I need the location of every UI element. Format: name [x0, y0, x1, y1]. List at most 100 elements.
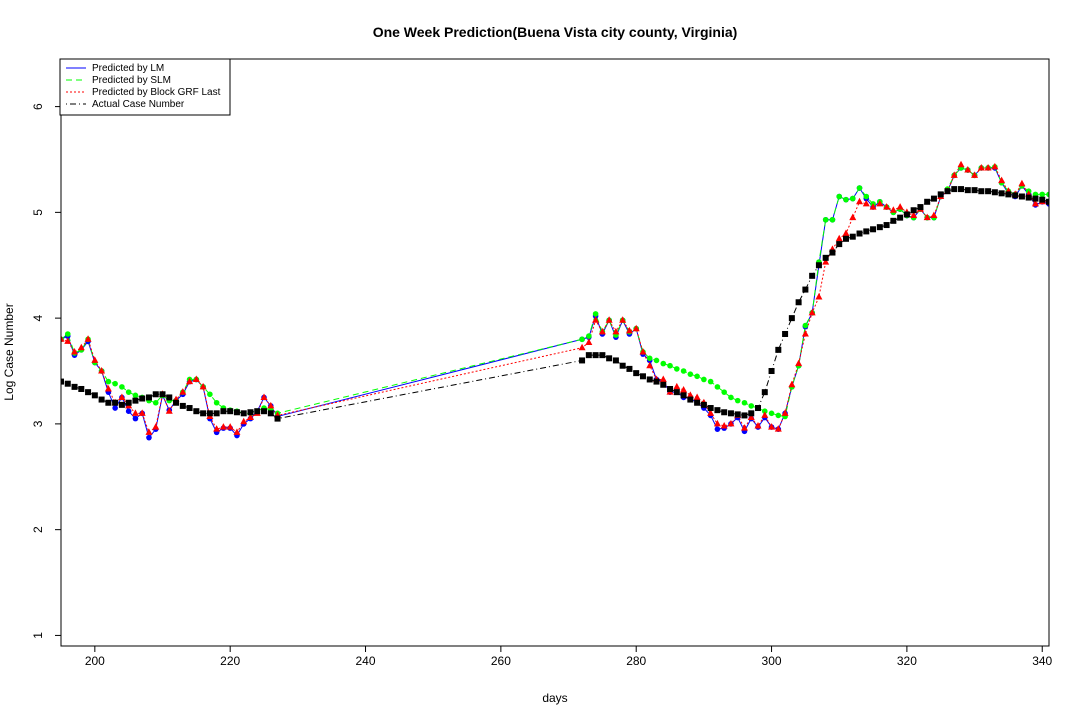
data-point — [71, 347, 79, 355]
data-point — [883, 203, 891, 210]
data-point — [112, 405, 118, 411]
plot-area — [61, 160, 1049, 441]
data-point — [119, 384, 125, 390]
data-point — [213, 410, 220, 417]
data-point — [869, 203, 877, 210]
data-point — [923, 213, 931, 221]
legend-label: Predicted by LM — [92, 63, 164, 74]
data-point — [775, 412, 782, 419]
data-point — [586, 333, 592, 339]
y-tick-label: 5 — [31, 209, 45, 216]
data-point — [964, 166, 972, 173]
data-point — [674, 366, 680, 372]
data-point — [809, 272, 816, 279]
data-point — [660, 360, 667, 367]
data-point — [950, 171, 958, 178]
data-point — [971, 187, 978, 194]
data-point — [815, 262, 822, 269]
data-point — [579, 357, 586, 364]
data-point — [829, 216, 836, 223]
data-point — [721, 389, 727, 395]
data-point — [1032, 195, 1039, 202]
data-point — [782, 330, 789, 337]
data-point — [71, 383, 78, 390]
data-point — [741, 412, 748, 419]
data-point — [822, 216, 829, 223]
data-point — [173, 399, 180, 406]
data-point — [592, 316, 600, 323]
data-point — [903, 211, 910, 218]
data-point — [152, 423, 160, 430]
data-point — [578, 343, 586, 351]
data-point — [694, 399, 701, 406]
data-point — [77, 343, 85, 351]
data-point — [876, 199, 884, 207]
x-axis-label: days — [542, 691, 567, 705]
data-point — [924, 198, 931, 205]
data-point — [964, 187, 971, 194]
x-tick-label: 320 — [897, 654, 917, 668]
data-point — [842, 235, 849, 242]
x-tick-label: 300 — [762, 654, 782, 668]
data-point — [788, 315, 795, 322]
y-axis-label: Log Case Number — [2, 303, 16, 400]
data-point — [104, 384, 112, 392]
data-point — [700, 401, 707, 408]
data-point — [639, 347, 647, 355]
data-point — [971, 171, 979, 178]
data-point — [740, 424, 748, 431]
data-point — [815, 292, 823, 300]
data-point — [98, 396, 105, 403]
data-point — [1025, 194, 1032, 201]
data-point — [910, 211, 918, 219]
data-point — [673, 389, 680, 396]
data-point — [138, 409, 146, 416]
data-point — [849, 195, 856, 202]
data-point — [721, 409, 728, 416]
data-point — [897, 214, 904, 221]
data-point — [98, 367, 106, 374]
data-point — [687, 396, 694, 403]
data-point — [261, 408, 268, 415]
data-point — [890, 217, 897, 224]
data-point — [1046, 191, 1049, 198]
data-point — [105, 399, 112, 406]
data-point — [667, 385, 674, 392]
data-point — [132, 397, 139, 404]
data-point — [707, 378, 714, 385]
data-point — [775, 346, 782, 353]
data-point — [639, 373, 646, 380]
data-point — [755, 405, 762, 412]
data-point — [233, 428, 241, 435]
data-point — [267, 401, 275, 409]
data-point — [680, 386, 688, 393]
data-point — [876, 224, 883, 231]
data-point — [118, 393, 126, 400]
data-point — [713, 419, 721, 427]
y-tick-label: 1 — [31, 632, 45, 639]
data-point — [843, 196, 849, 203]
x-tick-label: 240 — [356, 654, 376, 668]
data-point — [801, 329, 809, 337]
data-point — [1039, 196, 1046, 203]
y-tick-label: 6 — [31, 103, 45, 110]
x-tick-label: 340 — [1032, 654, 1052, 668]
data-point — [112, 380, 118, 387]
data-point — [795, 299, 802, 306]
data-point — [112, 399, 119, 406]
data-point — [145, 394, 152, 401]
data-point — [896, 203, 904, 210]
data-point — [227, 408, 234, 415]
data-point — [667, 362, 673, 369]
data-point — [132, 415, 139, 422]
data-point — [991, 189, 998, 196]
x-tick-label: 220 — [220, 654, 240, 668]
data-point — [728, 394, 734, 401]
series-markers-1 — [61, 164, 1049, 420]
data-point — [774, 425, 782, 432]
data-point — [619, 316, 627, 323]
data-point — [619, 362, 626, 369]
data-point — [998, 190, 1005, 197]
data-point — [930, 195, 937, 202]
data-point — [889, 206, 897, 213]
